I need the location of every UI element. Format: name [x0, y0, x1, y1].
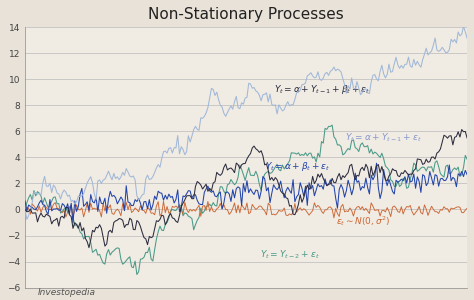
Text: $\varepsilon_t \sim N(0,\sigma^2)$: $\varepsilon_t \sim N(0,\sigma^2)$	[336, 214, 390, 228]
Text: $Y_t = Y_{t-2} + \varepsilon_t$: $Y_t = Y_{t-2} + \varepsilon_t$	[260, 249, 320, 261]
Text: $Y_t = \alpha + Y_{t-1} + \varepsilon_t$: $Y_t = \alpha + Y_{t-1} + \varepsilon_t$	[345, 132, 421, 144]
Text: $Y_t = \alpha + Y_{t-1} + \beta_t + \varepsilon_t$: $Y_t = \alpha + Y_{t-1} + \beta_t + \var…	[273, 83, 370, 96]
Title: Non-Stationary Processes: Non-Stationary Processes	[148, 7, 344, 22]
Text: $Y_t = \alpha + \beta_t + \varepsilon_t$: $Y_t = \alpha + \beta_t + \varepsilon_t$	[264, 160, 330, 173]
Text: Investopedia: Investopedia	[38, 288, 96, 297]
